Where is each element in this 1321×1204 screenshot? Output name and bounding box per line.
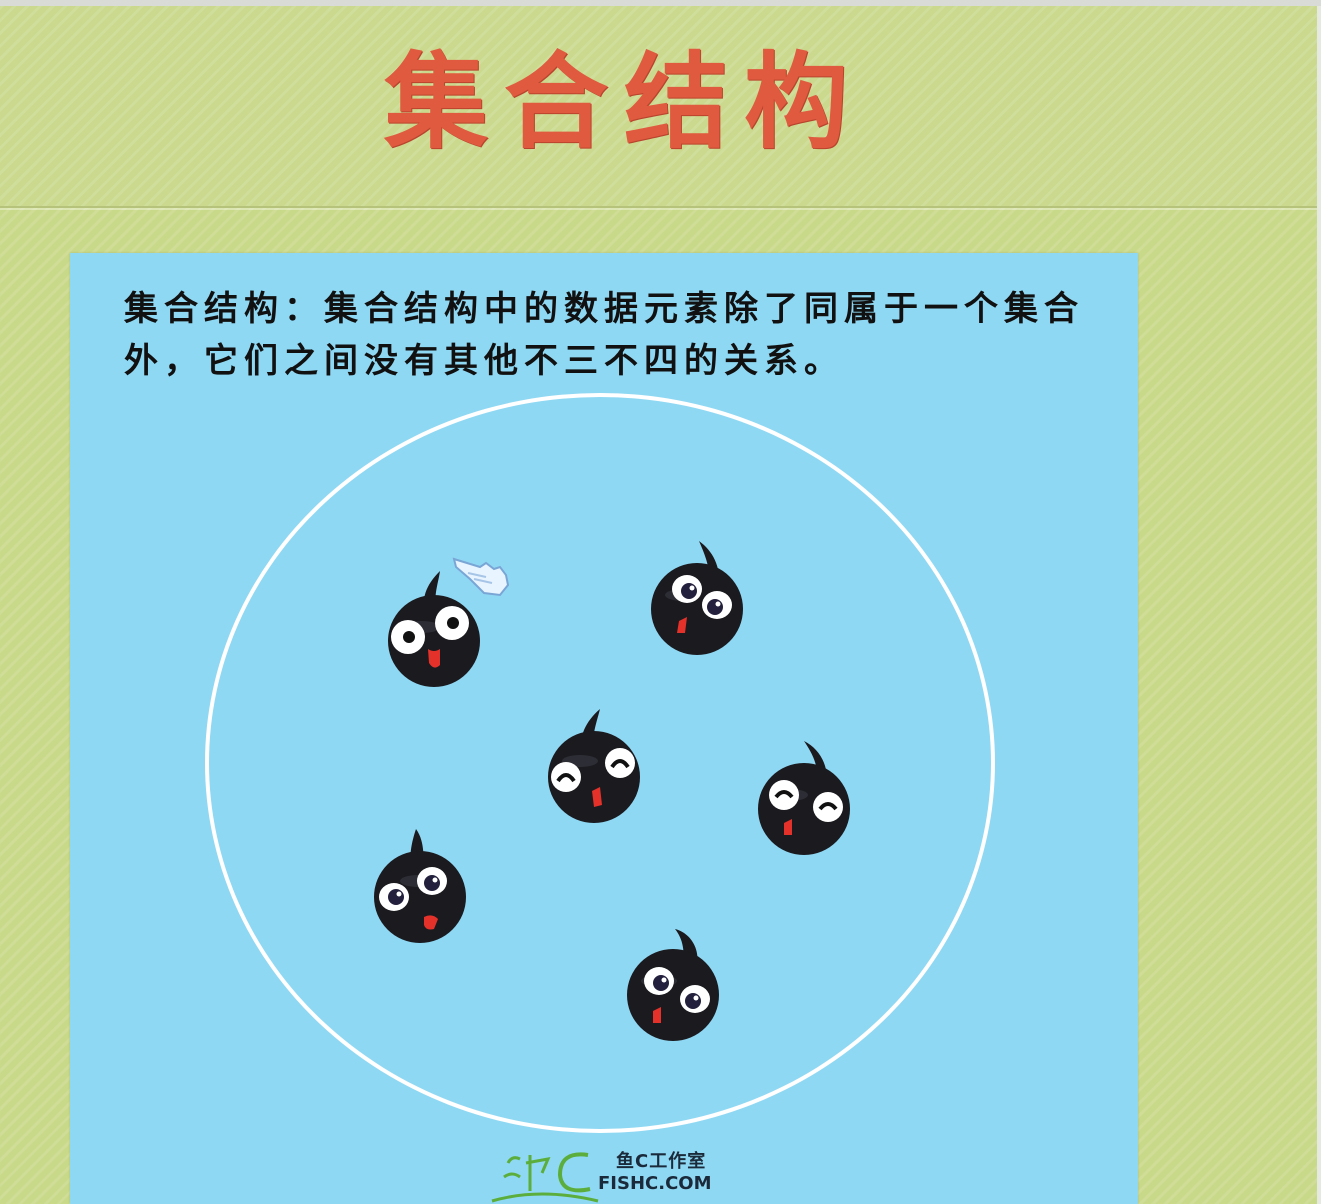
tadpole-icon [542, 687, 652, 837]
slide-title: 集合结构 [384, 50, 864, 154]
fishc-logo-mark-icon [490, 1133, 600, 1204]
window-right-edge [1317, 6, 1321, 1204]
tadpole-icon [623, 905, 733, 1055]
tadpole-icon [754, 719, 864, 869]
content-panel: 集合结构：集合结构中的数据元素除了同属于一个集合外，它们之间没有其他不三不四的关… [70, 253, 1138, 1204]
logo-text-cn: 鱼C工作室 [616, 1147, 706, 1173]
tadpole-icon [647, 519, 757, 669]
hand-cursor-icon [450, 549, 514, 605]
tadpole-icon [368, 807, 478, 957]
logo-text-en: FISHC.COM [598, 1173, 712, 1194]
fishc-logo: 鱼C工作室 FISHC.COM [490, 1133, 740, 1204]
slide-header: 集合结构 [0, 6, 1321, 208]
slide-description: 集合结构：集合结构中的数据元素除了同属于一个集合外，它们之间没有其他不三不四的关… [124, 283, 1114, 387]
